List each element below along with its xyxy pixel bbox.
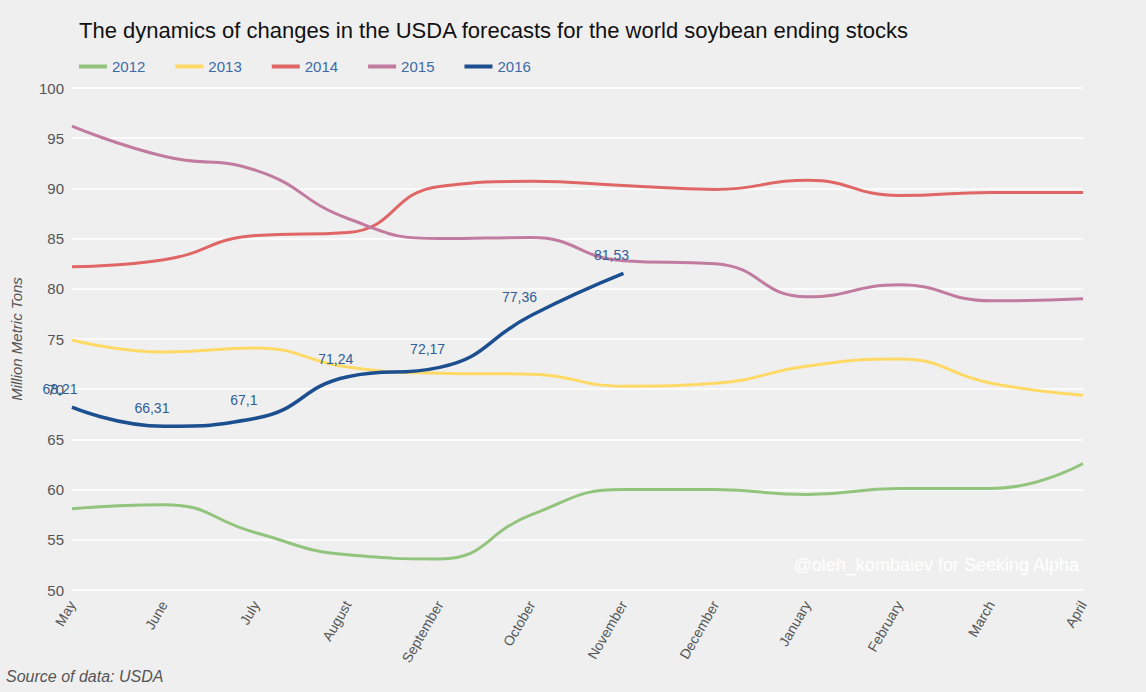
- svg-text:2012: 2012: [112, 58, 145, 75]
- svg-text:85: 85: [47, 230, 64, 247]
- svg-text:75: 75: [47, 331, 64, 348]
- svg-text:68,21: 68,21: [42, 381, 77, 397]
- svg-text:81,53: 81,53: [594, 247, 629, 263]
- svg-text:2015: 2015: [401, 58, 434, 75]
- svg-text:December: December: [676, 598, 722, 662]
- svg-text:2014: 2014: [305, 58, 338, 75]
- svg-text:72,17: 72,17: [410, 341, 445, 357]
- svg-text:September: September: [399, 598, 447, 666]
- svg-text:67,1: 67,1: [230, 392, 257, 408]
- svg-text:2016: 2016: [497, 58, 530, 75]
- svg-text:95: 95: [47, 130, 64, 147]
- svg-text:October: October: [500, 598, 539, 649]
- svg-text:65: 65: [47, 431, 64, 448]
- svg-text:60: 60: [47, 481, 64, 498]
- svg-text:2013: 2013: [208, 58, 241, 75]
- svg-text:July: July: [236, 598, 262, 628]
- svg-text:55: 55: [47, 531, 64, 548]
- svg-text:90: 90: [47, 180, 64, 197]
- svg-text:June: June: [142, 598, 171, 632]
- svg-text:71,24: 71,24: [318, 351, 353, 367]
- svg-text:The dynamics of changes in the: The dynamics of changes in the USDA fore…: [79, 18, 908, 43]
- svg-text:August: August: [319, 598, 355, 644]
- svg-text:77,36: 77,36: [502, 289, 537, 305]
- svg-text:50: 50: [47, 582, 64, 599]
- svg-text:Source of data: USDA: Source of data: USDA: [6, 668, 163, 685]
- svg-text:Million Metric Tons: Million Metric Tons: [8, 277, 25, 401]
- svg-text:66,31: 66,31: [134, 400, 169, 416]
- svg-text:January: January: [775, 598, 814, 649]
- svg-text:May: May: [52, 598, 79, 629]
- svg-text:November: November: [584, 598, 630, 662]
- svg-text:February: February: [864, 598, 906, 654]
- svg-text:March: March: [965, 598, 998, 640]
- svg-text:April: April: [1062, 598, 1090, 630]
- svg-text:80: 80: [47, 280, 64, 297]
- svg-text:100: 100: [39, 80, 64, 97]
- svg-text:@oleh_kombaiev for Seeking Alp: @oleh_kombaiev for Seeking Alpha: [794, 555, 1080, 576]
